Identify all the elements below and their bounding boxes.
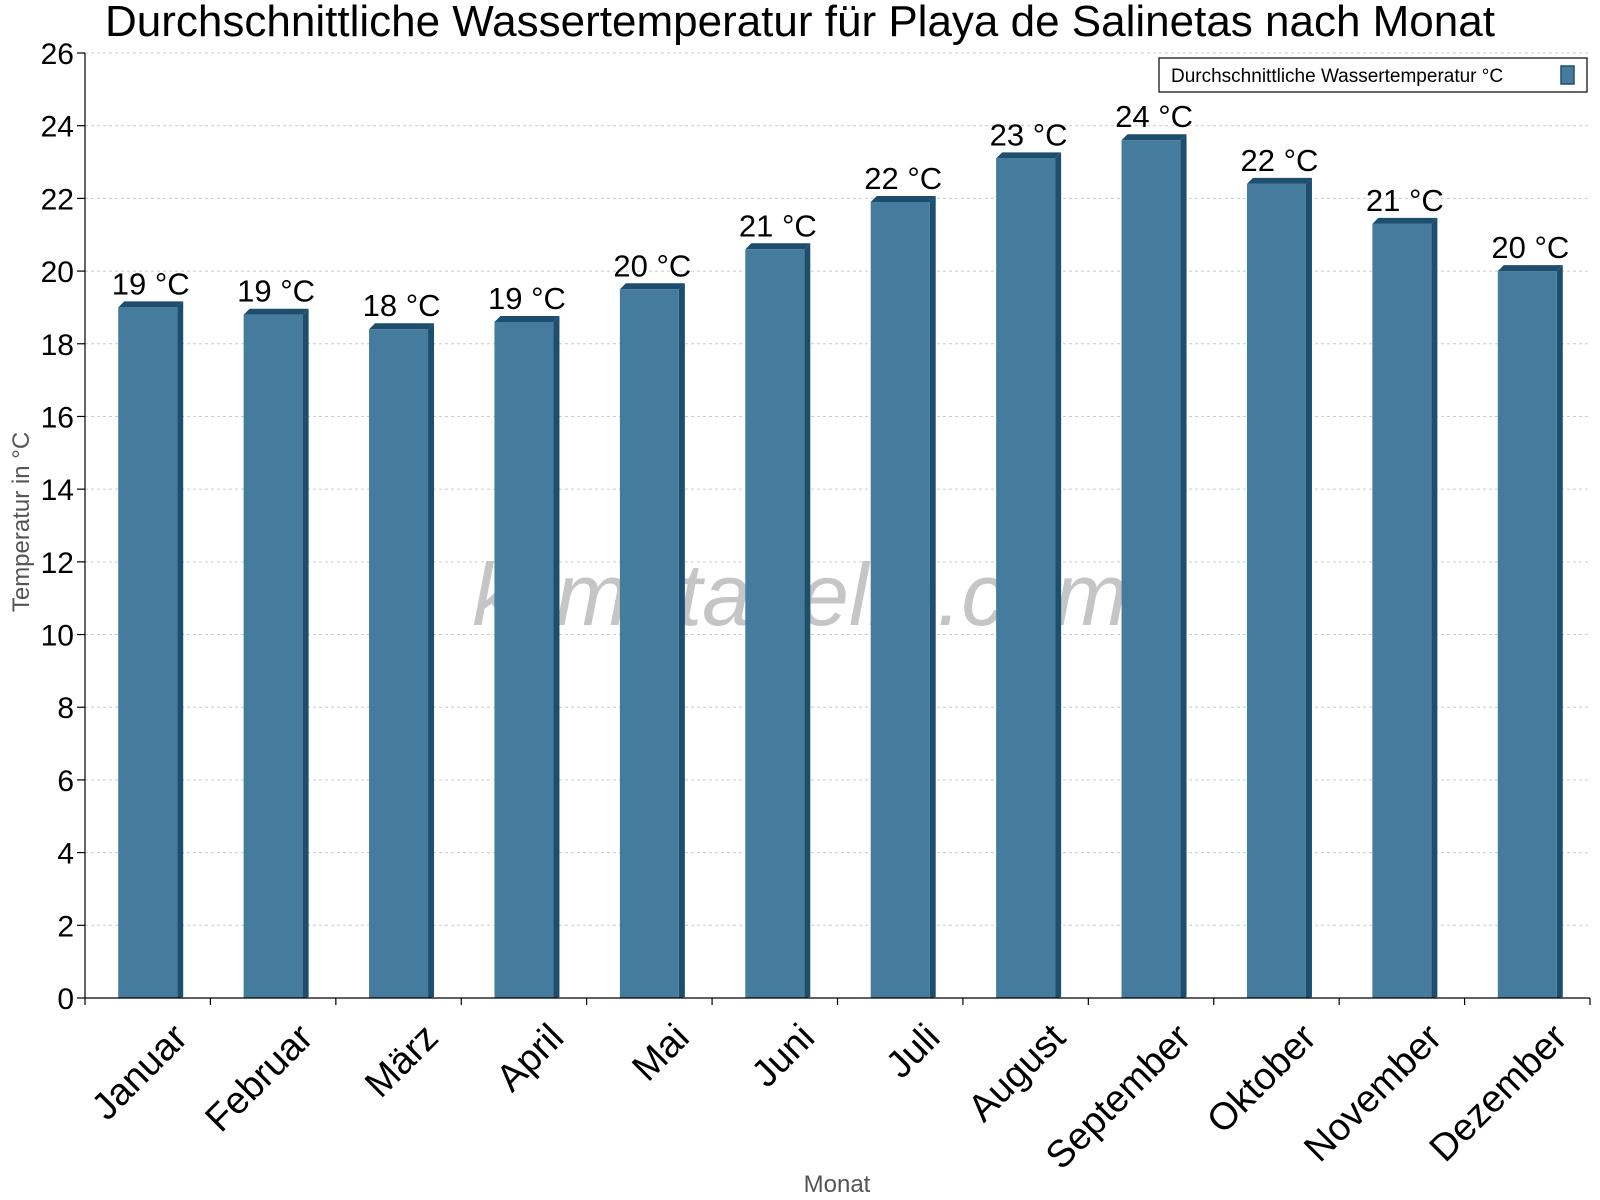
bar-top <box>745 243 811 250</box>
x-tick-label: Januar <box>84 1016 196 1128</box>
bar-top <box>1497 265 1563 272</box>
bar-oktober <box>1246 177 1312 998</box>
bar-april <box>494 315 560 998</box>
y-tick-label: 24 <box>41 111 74 144</box>
bar-januar <box>118 301 184 998</box>
bar-top <box>1372 217 1438 224</box>
y-tick-label: 14 <box>41 474 74 507</box>
bar <box>619 289 679 998</box>
bar-side <box>302 308 309 998</box>
y-tick-label: 16 <box>41 401 74 434</box>
bar-dezember <box>1497 265 1563 999</box>
bar-märz <box>369 323 435 998</box>
bar-november <box>1372 217 1438 999</box>
bar-top <box>1246 177 1312 184</box>
data-label: 24 °C <box>1115 99 1193 134</box>
y-tick-label: 4 <box>57 838 74 871</box>
bar <box>870 202 930 998</box>
bar-top <box>996 152 1062 159</box>
x-axis-label: Monat <box>804 1171 871 1198</box>
data-labels-group: 19 °C 19 °C 18 °C 19 °C 20 °C 21 °C 22 °C 23 °C… <box>112 99 1569 323</box>
bar <box>243 314 303 998</box>
x-tick-label: Oktober <box>1199 1016 1325 1142</box>
legend-swatch <box>1560 65 1575 85</box>
x-tick-label: März <box>357 1016 446 1105</box>
legend-label: Durchschnittliche Wassertemperatur °C <box>1171 66 1503 87</box>
bar <box>369 329 429 998</box>
x-tick-label: Februar <box>198 1016 322 1140</box>
bar <box>745 249 805 998</box>
y-tick-label: 26 <box>41 38 74 71</box>
bar-side <box>804 243 811 998</box>
data-label: 23 °C <box>990 117 1068 152</box>
bar-top <box>243 308 309 315</box>
y-tick-label: 10 <box>41 620 74 653</box>
bar <box>494 321 554 998</box>
bar-side <box>1305 177 1312 998</box>
bar-juni <box>745 243 811 998</box>
bar-top <box>619 283 685 290</box>
x-tick-label: April <box>489 1016 572 1099</box>
data-label: 19 °C <box>112 266 190 301</box>
bar-side <box>678 283 685 998</box>
bar <box>1372 223 1432 999</box>
bar <box>1121 140 1181 998</box>
bars-group <box>118 134 1563 999</box>
x-tick-label: Juni <box>744 1016 823 1095</box>
data-label: 21 °C <box>739 208 817 243</box>
x-tick-label: Juli <box>878 1016 948 1086</box>
y-tick-label: 18 <box>41 329 74 362</box>
y-tick-label: 6 <box>57 765 74 798</box>
y-tick-label: 12 <box>41 547 74 580</box>
bar-side <box>428 323 435 998</box>
bar-top <box>118 301 184 308</box>
chart-title: Durchschnittliche Wassertemperatur für P… <box>105 0 1495 46</box>
y-tick-label: 0 <box>57 983 74 1016</box>
bar <box>1246 183 1306 998</box>
bar-side <box>1180 134 1187 998</box>
y-tick-label: 2 <box>57 910 74 943</box>
bar <box>118 307 178 998</box>
bar-top <box>1121 134 1187 141</box>
y-tick-label: 22 <box>41 183 74 216</box>
x-tick-label: Dezember <box>1422 1016 1576 1170</box>
data-label: 19 °C <box>488 281 566 316</box>
grid-lines <box>85 52 1590 926</box>
bar-februar <box>243 308 309 998</box>
data-label: 22 °C <box>864 161 942 196</box>
y-tick-label: 20 <box>41 256 74 289</box>
legend-box <box>1158 57 1588 93</box>
data-label: 19 °C <box>237 274 315 309</box>
bar-august <box>996 152 1062 999</box>
bar-side <box>553 315 560 998</box>
bar-top <box>870 196 936 203</box>
bar-top <box>369 323 435 330</box>
bar-side <box>1431 217 1438 999</box>
bar-side <box>1055 152 1062 999</box>
x-tick-label: Mai <box>625 1016 698 1089</box>
y-tick-label: 8 <box>57 692 74 725</box>
bar-side <box>1556 265 1563 999</box>
bar-side <box>177 301 184 998</box>
data-label: 20 °C <box>613 248 691 283</box>
data-label: 20 °C <box>1491 230 1569 265</box>
bar-juli <box>870 196 936 998</box>
data-label: 18 °C <box>363 288 441 323</box>
y-axis-label: Temperatur in °C <box>8 432 35 612</box>
data-label: 22 °C <box>1241 143 1319 178</box>
x-tick-label: August <box>960 1016 1074 1130</box>
bar-top <box>494 315 560 322</box>
legend: Durchschnittliche Wassertemperatur °C <box>1158 57 1588 93</box>
bar-side <box>929 196 936 998</box>
bar-september <box>1121 134 1187 998</box>
bar-mai <box>619 283 685 998</box>
bar <box>1497 271 1557 999</box>
data-label: 21 °C <box>1366 183 1444 218</box>
bar <box>996 158 1056 999</box>
